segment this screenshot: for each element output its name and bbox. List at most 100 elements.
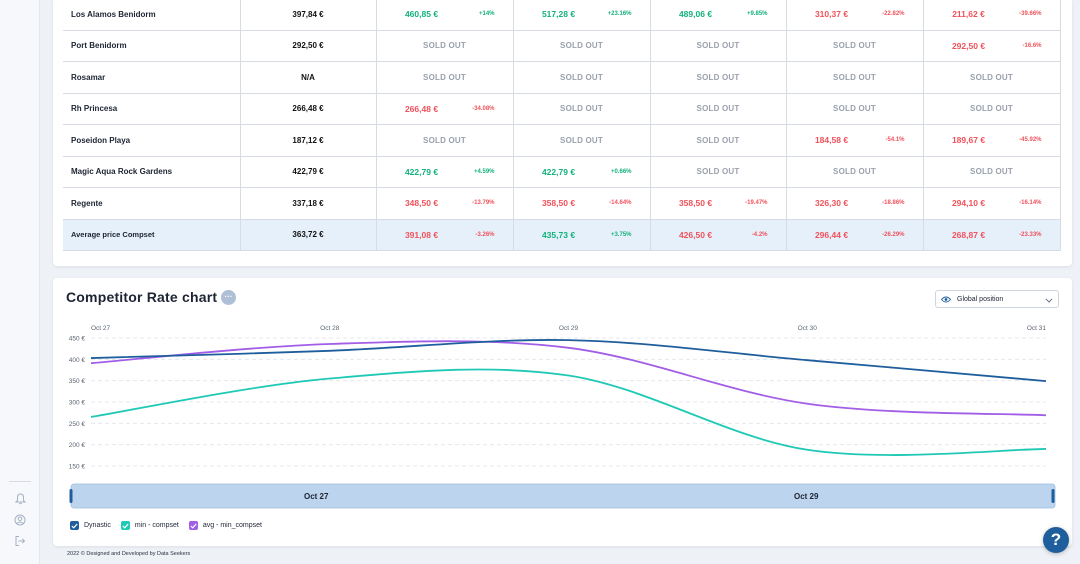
table-row: Poseidon Playa 187,12 € SOLD OUT SOLD OUT SO…: [63, 124, 1061, 157]
rate-cell: 211,62 € -39.66%: [922, 0, 1061, 31]
rate-cell: 517,28 € +23.16%: [512, 0, 651, 31]
range-navigator[interactable]: Oct 27 Oct 29: [69, 483, 1056, 509]
navigator-left-handle[interactable]: [69, 489, 73, 503]
own-price: 397,84 €: [239, 0, 377, 31]
footer-credit: 2022 © Designed and Developed by Data Se…: [67, 551, 191, 557]
rate-cell: 348,50 € -13.79%: [375, 187, 514, 220]
table-row: Port Benidorm 292,50 € SOLD OUT SOLD OUT SOL…: [63, 29, 1061, 62]
rate-price: 189,67 €: [951, 135, 986, 146]
rate-price: 184,58 €: [814, 135, 849, 146]
rate-price: 292,50 €: [951, 40, 986, 51]
sold-out-cell: SOLD OUT: [785, 92, 924, 125]
logout-icon[interactable]: [12, 533, 28, 549]
legend-label: Dynastic: [84, 522, 111, 529]
rate-diff-percent: +3.75%: [610, 231, 632, 238]
rate-price: 422,79 €: [541, 166, 576, 177]
rate-diff-percent: +9.85%: [746, 11, 768, 18]
own-price: 337,18 €: [239, 187, 377, 220]
sold-out-cell: SOLD OUT: [785, 29, 924, 62]
rate-diff-percent: +14%: [478, 11, 495, 18]
x-tick-label: Oct 27: [91, 325, 111, 332]
rate-price: 348,50 €: [404, 198, 439, 209]
hotel-name: Magic Aqua Rock Gardens: [63, 155, 241, 188]
x-tick-label: Oct 29: [559, 325, 579, 332]
sold-out-cell: SOLD OUT: [649, 124, 787, 157]
rate-cell: 189,67 € -45.92%: [922, 124, 1061, 157]
x-tick-label: Oct 31: [1027, 325, 1047, 332]
x-tick-label: Oct 30: [798, 325, 818, 332]
rate-diff-percent: -34.08%: [472, 105, 495, 112]
rate-cell: 358,50 € -14.64%: [512, 187, 651, 220]
hotel-name: Port Benidorm: [63, 29, 241, 62]
y-tick-label: 250 €: [69, 421, 86, 428]
rate-diff-percent: -14.64%: [609, 200, 632, 207]
rate-cell: 268,87 € -23.33%: [922, 218, 1061, 251]
rate-diff-percent: +0.66%: [610, 168, 632, 175]
rate-price: 517,28 €: [541, 9, 576, 20]
rates-table: Los Alamos Benidorm 397,84 € 460,85 € +14% 5…: [63, 0, 1061, 251]
legend-item-min-compset[interactable]: min - compset: [120, 521, 179, 530]
rate-cell: 435,73 € +3.75%: [512, 218, 651, 251]
table-row: Magic Aqua Rock Gardens 422,79 €422,79 € +…: [63, 155, 1061, 188]
own-price: N/A: [239, 61, 377, 94]
dropdown-label: Global position: [957, 295, 1004, 303]
rate-diff-percent: +23.16%: [607, 11, 632, 18]
hotel-name: Los Alamos Benidorm: [63, 0, 241, 31]
rate-diff-percent: -18.86%: [882, 200, 905, 207]
checkbox-checked-icon[interactable]: [188, 521, 198, 530]
navigator-right-handle[interactable]: [1051, 489, 1055, 503]
bell-icon[interactable]: [12, 491, 28, 507]
eye-icon: [940, 290, 952, 308]
own-price: 422,79 €: [239, 155, 377, 188]
rate-cell: 266,48 € -34.08%: [375, 92, 514, 125]
rate-diff-percent: -22.82%: [882, 11, 905, 18]
table-row: Rh Princesa 266,48 €266,48 € -34.08% SOLD O…: [63, 92, 1061, 125]
info-icon[interactable]: ···: [221, 290, 236, 305]
sold-out-cell: SOLD OUT: [512, 92, 651, 125]
chevron-down-icon: [1045, 290, 1053, 308]
legend-label: avg - min_compset: [202, 522, 262, 529]
rate-price: 460,85 €: [404, 9, 439, 20]
checkbox-checked-icon[interactable]: [70, 521, 79, 530]
user-icon[interactable]: [12, 512, 28, 528]
navigator-track[interactable]: [70, 483, 1056, 509]
rate-diff-percent: -39.66%: [1019, 11, 1042, 18]
table-row: Regente 337,18 € 348,50 € -13.79% 358,50 € -1…: [63, 187, 1061, 220]
table-row: Los Alamos Benidorm 397,84 € 460,85 € +14% 5…: [63, 0, 1061, 31]
own-price: 363,72 €: [239, 218, 377, 251]
rate-cell: 489,06 € +9.85%: [649, 0, 787, 31]
hotel-name: Rosamar: [63, 61, 241, 94]
table-row: Rosamar N/A SOLD OUT SOLD OUT SOLD OUT SOLD O…: [63, 61, 1061, 94]
legend-item-dynastic[interactable]: Dynastic: [70, 521, 111, 530]
rate-price: 489,06 €: [678, 9, 713, 20]
sold-out-cell: SOLD OUT: [375, 61, 514, 94]
position-dropdown[interactable]: Global position: [935, 290, 1059, 308]
own-price: 292,50 €: [239, 29, 377, 62]
rate-line-chart: 150 € 200 € 250 € 300 € 350 € 400 € 450 € Oct …: [69, 325, 1056, 509]
competitor-rate-chart-card: Competitor Rate chart ··· Global positio…: [53, 278, 1072, 546]
checkbox-checked-icon[interactable]: [120, 521, 130, 530]
left-rail: [0, 0, 40, 564]
legend-item-avg-min-compset[interactable]: avg - min_compset: [188, 521, 262, 530]
rate-cell: 326,30 € -18.86%: [785, 187, 924, 220]
y-tick-label: 150 €: [69, 464, 86, 471]
rate-diff-percent: -13.79%: [472, 200, 495, 207]
rate-diff-percent: -16.14%: [1019, 200, 1042, 207]
rate-diff-percent: -19.47%: [745, 200, 768, 207]
average-row: Average price Compset 363,72 € 391,08 € -3.…: [63, 218, 1061, 251]
sold-out-cell: SOLD OUT: [785, 61, 924, 94]
legend-label: min - compset: [134, 522, 179, 529]
chart-legend: Dynastic min - compset avg - min_compset: [70, 521, 262, 530]
own-price: 187,12 €: [239, 124, 377, 157]
rate-cell: 184,58 € -54.1%: [785, 124, 924, 157]
rate-price: 422,79 €: [404, 166, 439, 177]
series-line-min-compset: [90, 368, 1047, 456]
y-tick-label: 450 €: [69, 336, 86, 343]
rate-price: 391,08 €: [404, 229, 439, 240]
rate-cell: 422,79 € +4.59%: [375, 155, 514, 188]
rate-diff-percent: -16.6%: [1022, 42, 1042, 49]
help-button[interactable]: ?: [1043, 527, 1069, 553]
hotel-name: Regente: [63, 187, 241, 220]
rate-price: 296,44 €: [814, 229, 849, 240]
rate-cell: 310,37 € -22.82%: [785, 0, 924, 31]
